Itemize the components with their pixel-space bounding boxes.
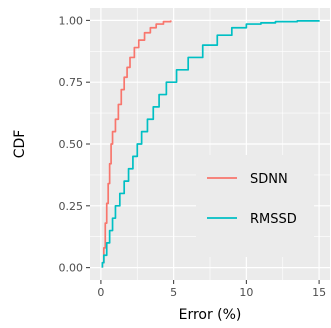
x-axis: 0 5 10 15: [97, 280, 326, 299]
series-lines: [101, 20, 320, 268]
x-tick-label: 0: [97, 286, 104, 299]
y-tick-label: 0.00: [59, 262, 84, 275]
legend: SDNN RMSSD: [196, 155, 314, 257]
legend-label-rmssd: RMSSD: [250, 212, 297, 227]
y-tick-label: 0.25: [59, 200, 84, 213]
x-tick-label: 10: [239, 286, 253, 299]
legend-background: [196, 155, 314, 257]
legend-label-sdnn: SDNN: [250, 172, 288, 187]
y-tick-label: 0.75: [59, 76, 84, 89]
x-axis-title: Error (%): [179, 307, 242, 323]
y-tick-label: 1.00: [59, 14, 84, 27]
series-line-sdnn: [101, 20, 172, 268]
x-tick-label: 5: [170, 286, 177, 299]
series-line-rmssd: [101, 20, 320, 268]
y-axis-title: CDF: [12, 130, 28, 159]
y-axis: 0.00 0.25 0.50 0.75 1.00: [59, 14, 90, 275]
x-tick-label: 15: [312, 286, 326, 299]
y-tick-label: 0.50: [59, 138, 84, 151]
